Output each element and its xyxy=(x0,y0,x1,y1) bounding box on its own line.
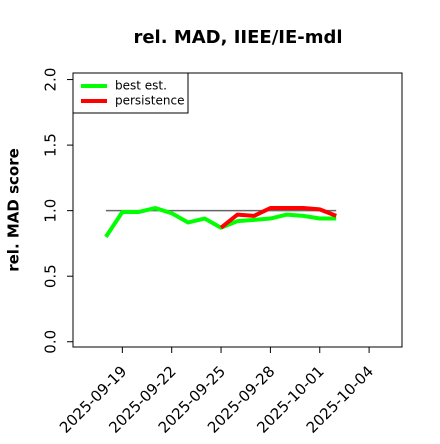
line-series xyxy=(219,206,337,230)
y-tick-label: 1.0 xyxy=(42,199,60,223)
y-tick-label: 0.0 xyxy=(42,330,60,354)
y-tick-label: 2.0 xyxy=(42,68,60,92)
legend-box xyxy=(72,72,189,114)
chart-title: rel. MAD, IIEE/IE-mdl xyxy=(133,27,342,48)
y-tick-label: 1.5 xyxy=(42,133,60,157)
y-axis-label: rel. MAD score xyxy=(5,148,23,272)
line-series xyxy=(104,206,337,238)
y-tick-label: 0.5 xyxy=(42,264,60,288)
plot-frame xyxy=(72,72,403,348)
legend-label: best est. xyxy=(115,79,167,93)
legend-label: persistence xyxy=(115,94,184,108)
